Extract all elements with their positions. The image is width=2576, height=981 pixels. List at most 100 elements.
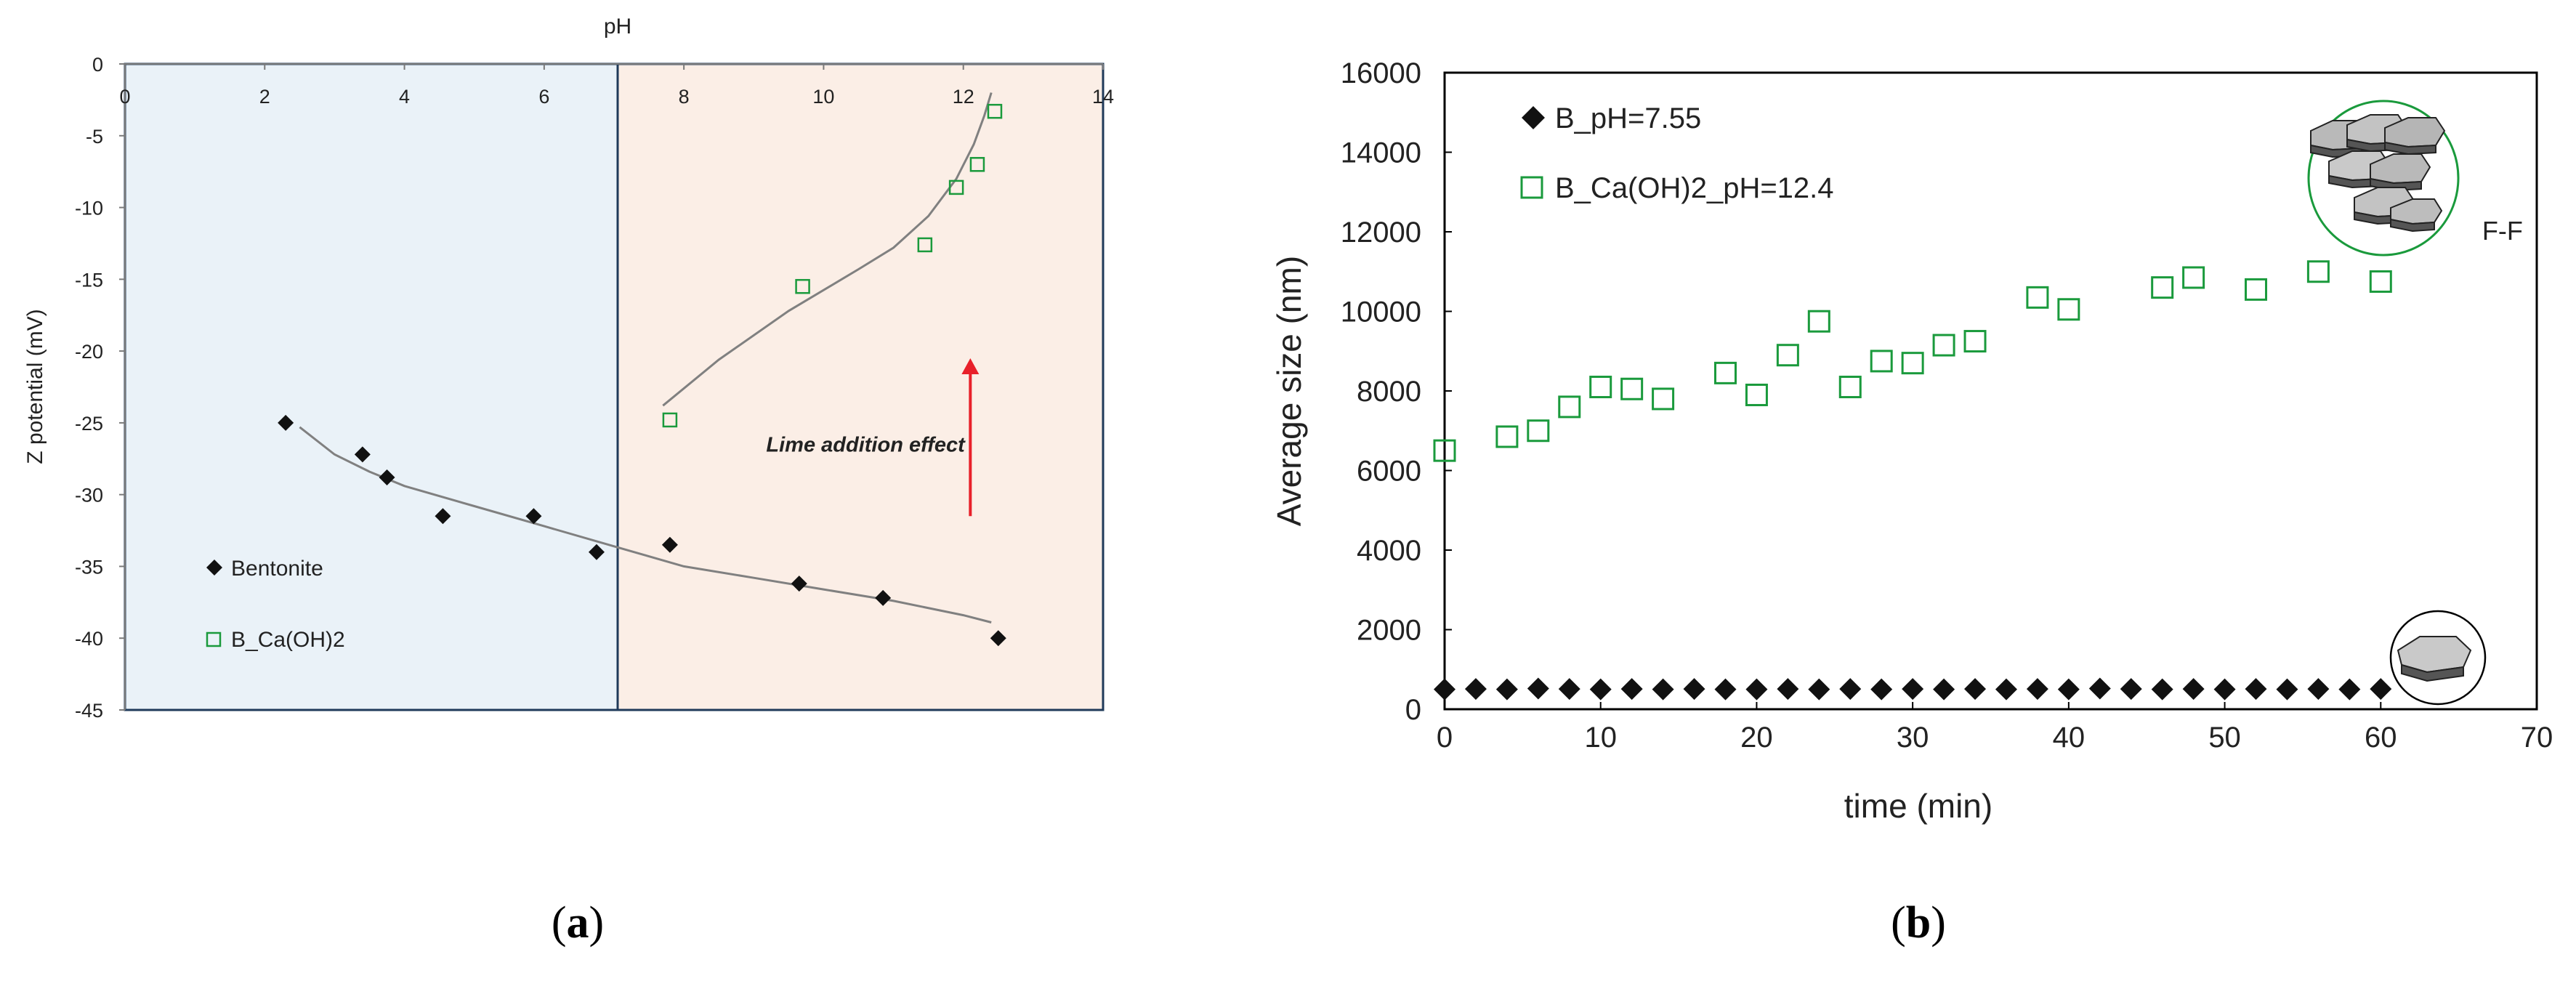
face-to-face-stack-icon [2307, 100, 2460, 257]
bentonite-size-point [2370, 678, 2392, 701]
bentonite-size-point [2245, 678, 2267, 701]
bentonite-point [791, 576, 807, 592]
x-tick-label-b: 40 [2053, 722, 2086, 754]
y-tick-label: -40 [75, 628, 103, 650]
caoh2-size-point [1527, 419, 1550, 443]
data-points [278, 103, 1006, 647]
x-tick-label-b: 30 [1897, 722, 1929, 754]
y-tick-label-b: 8000 [1357, 376, 1421, 408]
trendlines [299, 92, 993, 623]
y-tick-labels-b: 0 2000 4000 6000 8000 10000 12000 14000 16000 [1341, 57, 1452, 726]
y-tick-label-b: 16000 [1341, 57, 1421, 89]
legend: Bentonite B_Ca(OH)2 [206, 557, 345, 652]
bentonite-size-point [1870, 678, 1893, 701]
caoh2-size-point [1589, 376, 1612, 399]
x-tick-label-b: 20 [1740, 722, 1773, 754]
bentonite-size-point [1995, 678, 2017, 701]
single-platelet-icon [2389, 610, 2487, 706]
y-tick-label-b: 6000 [1357, 456, 1421, 488]
x-tick-label: 8 [679, 86, 690, 108]
bentonite-size-point [1777, 678, 1799, 701]
caoh2-size-point [1745, 383, 1768, 406]
legend-label-bentonite: Bentonite [231, 557, 323, 581]
bentonite-size-point [2151, 678, 2173, 701]
y-tick-label: 0 [92, 54, 103, 76]
caoh2-size-point [2306, 260, 2330, 283]
x-axis-title: pH [604, 15, 631, 39]
bentonite-size-point [1495, 678, 1518, 701]
bentonite-size-point [2120, 678, 2142, 701]
x-tick-labels: 0 2 4 6 8 10 12 14 [119, 64, 1114, 108]
lime-effect-arrow-head [961, 358, 980, 374]
caoh2-size-point [1713, 361, 1737, 384]
caoh2-size-point [1776, 344, 1799, 367]
bentonite-size-point [2338, 678, 2361, 701]
bentonite-point [278, 414, 294, 431]
caoh2-point [987, 103, 1003, 119]
y-tick-label: -45 [75, 700, 103, 722]
bentonite-point [435, 508, 451, 525]
caoh2-point [948, 179, 964, 195]
alkaline-ph-band [618, 64, 1103, 710]
y-tick-label-b: 4000 [1357, 535, 1421, 567]
caoh2-point [662, 412, 678, 428]
caoh2-size-point [1807, 310, 1830, 333]
x-tick-label-b: 60 [2365, 722, 2397, 754]
panel-a-zeta-potential-chart: 0 2 4 6 8 10 12 14 0-5-10-15-20-25-30-35-40-45 … [23, 15, 1114, 722]
legend-marker-b-ph755 [1522, 106, 1545, 129]
bentonite-size-point [1527, 677, 1549, 700]
caoh2-size-point [2182, 266, 2205, 289]
data-points-b [1433, 260, 2392, 701]
y-tick-label: -5 [86, 126, 103, 148]
bentonite-size-point [2026, 678, 2048, 701]
y-tick-label-b: 10000 [1341, 296, 1421, 328]
bentonite-size-point [1558, 678, 1580, 701]
legend-b: B_pH=7.55 B_Ca(OH)2_pH=12.4 [1520, 102, 1834, 204]
trendline [662, 92, 993, 407]
y-tick-label-b: 2000 [1357, 615, 1421, 647]
y-tick-label-b: 0 [1405, 694, 1421, 726]
caoh2-size-point [1652, 387, 1675, 411]
caoh2-size-point [2245, 278, 2268, 301]
legend-label-ca-oh2: B_Ca(OH)2 [231, 628, 345, 652]
platelet-cluster [2310, 114, 2446, 233]
y-tick-label-b: 14000 [1341, 137, 1421, 169]
caoh2-size-point [2026, 286, 2049, 309]
bentonite-size-point [1933, 678, 1955, 701]
bentonite-size-point [1589, 678, 1612, 701]
bentonite-size-point [1652, 678, 1674, 701]
x-tick-label: 12 [953, 86, 974, 108]
legend-marker-bentonite [206, 560, 222, 576]
caoh2-size-point [1558, 395, 1581, 419]
panel-a-caption: (a) [552, 898, 604, 948]
bentonite-size-point [1964, 678, 1987, 701]
y-tick-label: -20 [75, 341, 103, 363]
y-tick-label: -25 [75, 413, 103, 435]
bentonite-point [875, 589, 892, 606]
bentonite-point [525, 508, 542, 525]
caoh2-size-point [1870, 350, 1893, 373]
y-tick-label: -35 [75, 556, 103, 578]
y-tick-label: -30 [75, 485, 103, 506]
bentonite-size-point [2213, 678, 2236, 701]
y-tick-label: -10 [75, 198, 103, 219]
x-tick-label: 4 [399, 86, 410, 108]
y-tick-labels: 0 -5 -10 -15 -20 -25 -30 -35 -40 -45 [75, 54, 125, 722]
x-tick-label: 14 [1092, 86, 1114, 108]
y-axis-title-b: Average size (nm) [1270, 256, 1308, 526]
caoh2-size-point [1433, 439, 1456, 462]
x-tick-label-b: 0 [1437, 722, 1453, 754]
caoh2-size-point [1838, 376, 1862, 399]
x-tick-label: 2 [259, 86, 270, 108]
bentonite-point [990, 630, 1006, 647]
x-axis-title-b: time (min) [1844, 787, 1992, 825]
x-tick-label: 0 [119, 86, 130, 108]
bentonite-size-point [2088, 677, 2111, 700]
bentonite-size-point [1808, 678, 1830, 701]
caoh2-size-point [2057, 298, 2080, 321]
bentonite-size-point [1464, 678, 1487, 701]
x-tick-label-b: 50 [2208, 722, 2241, 754]
y-tick-label-b: 12000 [1341, 217, 1421, 249]
bentonite-size-point [1434, 678, 1455, 701]
